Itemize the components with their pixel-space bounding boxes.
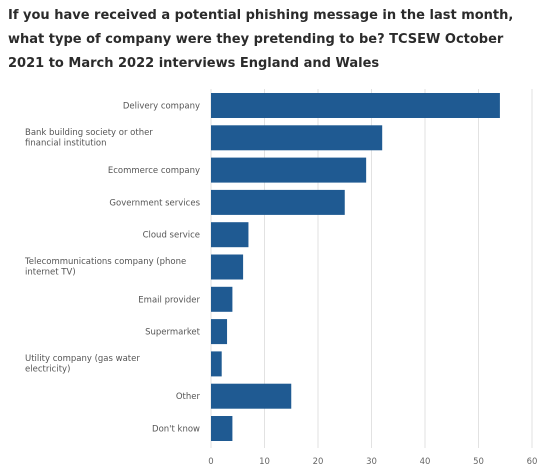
bar [211,125,383,151]
x-tick-label: 10 [259,457,270,467]
x-axis-ticks: 0 10 20 30 40 50 60 [208,457,537,467]
bar [211,189,345,215]
category-label: Cloud service [143,231,200,241]
bar [211,93,500,118]
category-label: Other [176,392,201,402]
x-tick-label: 30 [366,457,377,467]
bar [211,286,233,312]
category-label: Telecommunications company (phone interne… [24,257,186,278]
category-label: Supermarket [145,328,201,338]
bar [211,157,367,183]
category-label: Don't know [152,425,200,435]
x-tick-label: 40 [420,457,431,467]
x-tick-label: 50 [473,457,484,467]
bar [211,383,292,409]
chart-title: If you have received a potential phishin… [8,8,514,71]
category-label: Government services [109,198,200,208]
bar [211,222,249,248]
x-tick-label: 20 [313,457,324,467]
bar [211,319,228,345]
category-label: Delivery company [123,102,200,112]
category-label: Ecommerce company [108,166,200,176]
category-label: Bank building society or other financial … [25,128,153,149]
category-labels: Delivery company Bank building society or… [24,102,201,435]
x-tick-label: 60 [527,457,538,467]
bar [211,351,222,377]
x-tick-label: 0 [208,457,213,467]
bar [211,416,233,441]
category-label: Utility company (gas water electricity) [25,354,140,375]
category-label: Email provider [138,295,200,305]
bar [211,254,244,280]
bars [211,93,500,441]
